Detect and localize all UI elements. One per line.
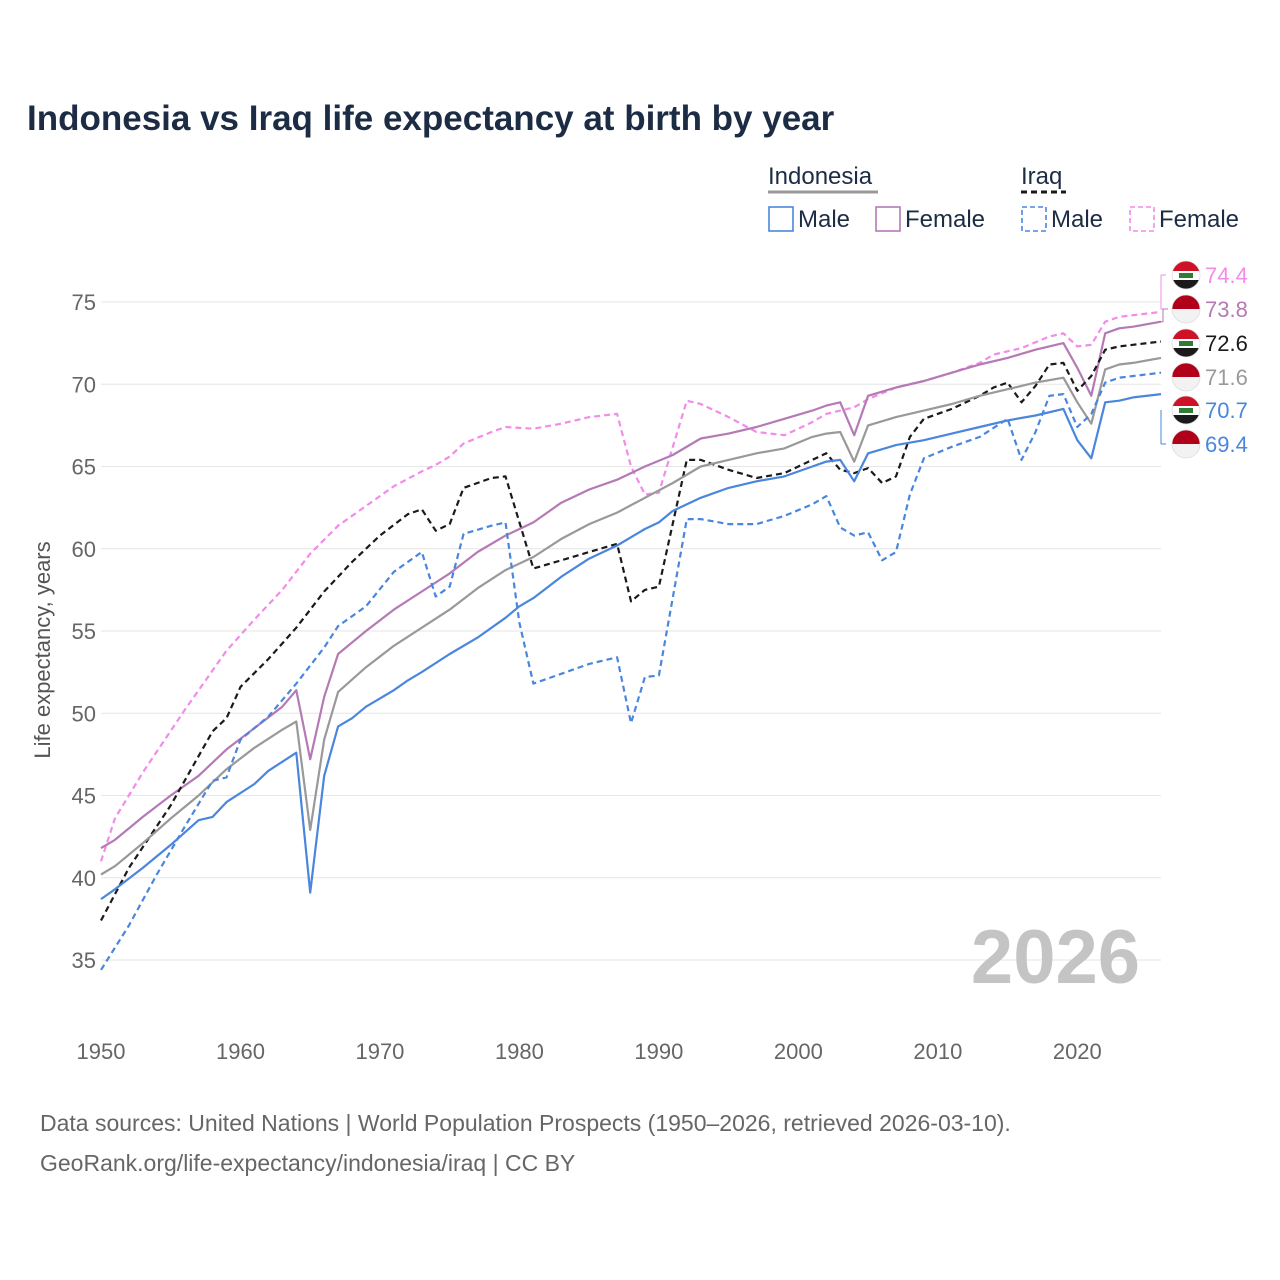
end-label-indonesia-female: 73.8 [1205,297,1248,322]
legend-swatch-female [875,206,901,232]
bracket [1160,410,1166,445]
legend-item-indonesia-female: Female [905,206,985,233]
end-label-iraq-male: 70.7 [1205,398,1248,423]
indonesia-flag-icon [1171,429,1201,459]
y-axis-ticks: 35 40 45 50 55 60 65 70 75 [72,290,96,973]
year-watermark: 2026 [971,915,1140,1000]
legend-group-iraq: Iraq [1021,163,1062,190]
legend: Indonesia Male Female Iraq Male Female [768,163,1239,233]
x-tick-label: 2000 [774,1039,823,1064]
iraq-flag-icon [1171,260,1201,290]
y-tick-label: 40 [72,866,96,891]
y-tick-label: 70 [72,372,96,397]
x-tick-label: 1970 [355,1039,404,1064]
y-tick-label: 55 [72,619,96,644]
x-tick-label: 2020 [1053,1039,1102,1064]
series-lines [99,310,1162,971]
end-label-indonesia-male: 69.4 [1205,432,1248,457]
legend-item-iraq-male: Male [1051,206,1103,233]
bracket [1160,274,1166,310]
series-line-indonesia-female [100,320,1162,850]
legend-group-indonesia: Indonesia [768,163,873,190]
x-axis-ticks: 1950 1960 1970 1980 1990 2000 2010 2020 [77,1039,1102,1064]
end-label-iraq-female: 74.4 [1205,263,1248,288]
series-line-iraq-total [100,340,1162,922]
y-tick-label: 35 [72,948,96,973]
chart-title: Indonesia vs Iraq life expectancy at bir… [27,99,835,138]
y-tick-label: 75 [72,290,96,315]
indonesia-flag-icon [1171,294,1201,324]
x-tick-label: 1990 [634,1039,683,1064]
bracket [1161,308,1168,323]
iraq-flag-icon [1171,395,1201,425]
iraq-flag-icon [1171,328,1201,358]
end-labels: 74.4 73.8 72.6 71.6 70.7 69.4 [1160,260,1248,459]
grid-lines [101,301,1161,961]
x-tick-label: 1980 [495,1039,544,1064]
series-line-iraq-male [100,371,1162,971]
y-tick-label: 60 [72,537,96,562]
y-tick-label: 65 [72,455,96,480]
y-tick-label: 50 [72,701,96,726]
x-tick-label: 1950 [77,1039,126,1064]
series-line-iraq-female [99,310,1162,862]
end-label-indonesia-total: 71.6 [1205,365,1248,390]
y-tick-label: 45 [72,784,96,809]
source-line-1: Data sources: United Nations | World Pop… [40,1110,1011,1136]
end-label-iraq-total: 72.6 [1205,331,1248,356]
x-tick-label: 2010 [913,1039,962,1064]
source-line-2: GeoRank.org/life-expectancy/indonesia/ir… [40,1150,575,1176]
series-line-indonesia-total [100,356,1162,876]
y-axis-label: Life expectancy, years [30,541,55,758]
legend-swatch-female [1129,206,1155,232]
indonesia-flag-icon [1171,362,1201,392]
legend-item-iraq-female: Female [1159,206,1239,233]
x-tick-label: 1960 [216,1039,265,1064]
legend-item-indonesia-male: Male [798,206,850,233]
series-line-indonesia-male [100,393,1162,900]
legend-swatch-male [768,206,794,232]
legend-swatch-male [1021,206,1047,232]
